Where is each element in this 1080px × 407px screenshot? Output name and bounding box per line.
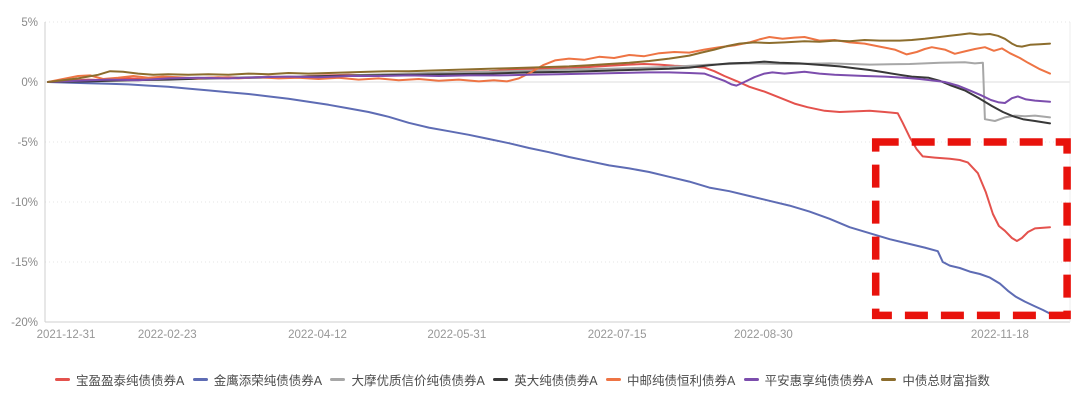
x-axis-tick-label: 2021-12-31 [37, 329, 96, 341]
legend-label: 中邮纯债恒利债券A [626, 374, 736, 388]
legend-item-6[interactable]: 平安惠享纯债债券A [743, 370, 874, 389]
legend: 宝盈盈泰纯债债券A 金鹰添荣纯债债券A 大摩优质信价纯债债券A 英大纯债债券A 中邮纯债… [0, 370, 1080, 389]
series-line-2 [47, 81, 1051, 315]
legend-item-2[interactable]: 金鹰添荣纯债债券A [192, 370, 323, 389]
legend-item-1[interactable]: 宝盈盈泰纯债债券A [55, 370, 184, 389]
legend-item-3[interactable]: 大摩优质信价纯债债券A [330, 370, 485, 389]
legend-label: 金鹰添荣纯债债券A [213, 374, 323, 388]
y-axis-tick-label: 0% [21, 77, 38, 89]
series-line-7 [47, 32, 1051, 83]
x-axis-tick-label: 2022-04-12 [288, 329, 347, 341]
legend-marker-icon [55, 377, 70, 382]
legend-label: 大摩优质信价纯债债券A [351, 374, 485, 388]
legend-item-7[interactable]: 中债总财富指数 [881, 370, 990, 389]
legend-label: 英大纯债债券A [514, 374, 598, 388]
legend-marker-icon [493, 377, 509, 382]
y-axis-tick-label: 5% [21, 17, 38, 29]
legend-item-5[interactable]: 中邮纯债恒利债券A [605, 370, 736, 389]
chart-plot: 5% 0% -5% -10% -15% -20%2021-12-31 2022-02-23 2… [11, 17, 1071, 341]
legend-label: 宝盈盈泰纯债债券A [76, 374, 185, 388]
legend-marker-icon [330, 377, 346, 382]
y-axis-tick-label: -5% [18, 137, 38, 149]
y-axis-tick-label: -15% [11, 257, 38, 269]
series-line-6 [47, 70, 1051, 104]
legend-item-4[interactable]: 英大纯债债券A [493, 370, 598, 389]
x-axis-tick-label: 2022-05-31 [427, 329, 486, 341]
legend-label: 中债总财富指数 [902, 374, 990, 388]
y-axis-tick-label: -10% [11, 197, 38, 209]
legend-marker-icon [881, 377, 897, 382]
chart-area: 5% 0% -5% -10% -15% -20% 2021-12-31 2022-02-23 2… [11, 17, 1071, 341]
x-axis-tick-label: 2022-08-30 [734, 329, 793, 341]
legend-marker-icon [605, 377, 621, 382]
legend-marker-icon [192, 377, 208, 382]
legend-marker-icon [743, 377, 759, 382]
y-axis-tick-label: -20% [11, 317, 38, 329]
series-line-3 [47, 61, 1051, 122]
x-axis-tick-label: 2022-02-23 [138, 329, 197, 341]
x-axis-tick-label: 2022-07-15 [588, 329, 647, 341]
legend-label: 平安惠享纯债债券A [764, 374, 874, 388]
x-axis-tick-label: 2022-11-18 [971, 329, 1029, 341]
